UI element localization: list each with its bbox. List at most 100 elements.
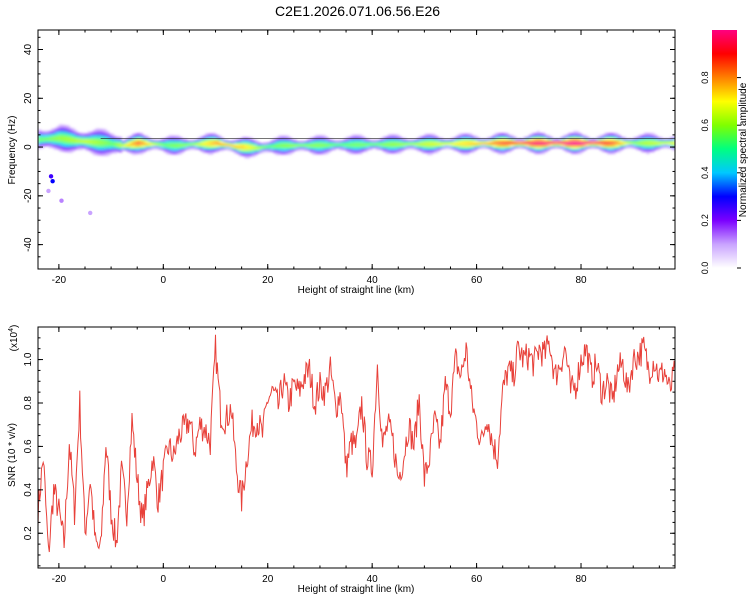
heatmap-cell [84,139,89,141]
heatmap-cell [453,145,457,147]
heatmap-cell [539,146,543,149]
heatmap-cell [111,135,115,138]
heatmap-cell [510,139,514,141]
heatmap-cell [638,146,642,149]
heatmap-cell [614,135,619,137]
heatmap-cell [609,135,613,137]
heatmap-cell [325,152,329,155]
heatmap-cell [426,153,431,155]
heatmap-cell [288,153,292,155]
heatmap-cell [280,139,285,141]
heatmap-cell [246,156,251,159]
heatmap-cell [205,145,209,147]
heatmap-cell [225,140,230,143]
heatmap-cell [267,142,271,145]
heatmap-cell [103,150,107,152]
heatmap-cell [259,149,264,151]
heatmap-cell [108,153,112,155]
heatmap-cell [622,142,626,145]
heatmap-cell [262,143,266,145]
heatmap-cell [567,144,572,147]
heatmap-cell [286,147,290,149]
heatmap-cell [61,130,65,133]
heatmap-cell [601,142,606,145]
heatmap-cell [445,139,449,142]
heatmap-cell [432,143,436,146]
heatmap-cell [278,145,282,147]
heatmap-cell [160,138,164,141]
heatmap-cell [434,135,439,138]
heatmap-cell [473,135,478,137]
heatmap-cell [291,141,295,143]
heatmap-cell [359,140,363,142]
heatmap-cell [249,139,253,141]
heatmap-cell [267,146,271,148]
heatmap-cell [440,145,444,148]
snr-y-axis: 0.20.40.60.81.0 [23,337,675,567]
heatmap-cell [327,144,331,147]
heatmap-cell [442,143,446,146]
heatmap-cell [100,140,104,142]
heatmap-cell [210,151,214,153]
heatmap-cell [121,145,125,147]
heatmap-cell [609,139,613,141]
heatmap-cell [505,146,509,149]
heatmap-cell [659,146,663,149]
heatmap-cell [364,146,368,148]
heatmap-cell [69,151,73,153]
heatmap-cell [207,141,211,143]
heatmap-cell [570,152,574,155]
spectrogram-y-tick-label: -20 [23,188,34,203]
heatmap-cell [560,140,564,143]
heatmap-cell [124,141,128,143]
heatmap-cell [570,148,574,151]
heatmap-cell [215,148,219,151]
heatmap-cell [429,143,433,146]
heatmap-cell [534,150,538,153]
heatmap-cell [617,140,621,143]
heatmap-cell [194,140,198,142]
heatmap-cell [293,143,298,145]
heatmap-cell [661,146,666,149]
heatmap-cell [173,139,177,141]
heatmap-cell [426,139,431,142]
heatmap-cell [254,143,258,146]
heatmap-cell [607,150,611,153]
heatmap-cell [547,146,551,149]
heatmap-speckle [48,174,54,179]
heatmap-cell [429,141,433,144]
heatmap-cell [526,140,530,143]
heatmap-cell [330,148,334,151]
heatmap-cell [43,131,47,133]
heatmap-cell [137,139,141,141]
heatmap-cell [547,135,551,137]
heatmap-cell [270,144,274,146]
heatmap-cell [100,134,104,137]
heatmap-cell [147,147,151,150]
heatmap-cell [497,141,501,143]
heatmap-cell [98,130,102,132]
heatmap-cell [656,140,660,143]
heatmap-cell [215,140,219,143]
heatmap-cell [118,141,123,143]
heatmap-cell [61,132,65,134]
heatmap-cell [552,144,556,147]
heatmap-cell [366,138,371,140]
heatmap-cell [105,131,110,133]
heatmap-cell [638,139,642,141]
heatmap-cell [71,149,76,152]
heatmap-cell [48,142,52,144]
heatmap-cell [622,144,626,147]
heatmap-cell [497,150,501,153]
heatmap-cell [489,143,493,145]
heatmap-cell [667,146,671,149]
heatmap-cell [466,143,470,145]
heatmap-cell [526,144,530,147]
heatmap-cell [567,137,572,139]
heatmap-cell [45,130,50,133]
heatmap-cell [413,147,418,150]
heatmap-cell [507,150,512,153]
heatmap-cell [79,138,83,141]
heatmap-cell [293,141,298,143]
heatmap-cell [510,142,514,145]
